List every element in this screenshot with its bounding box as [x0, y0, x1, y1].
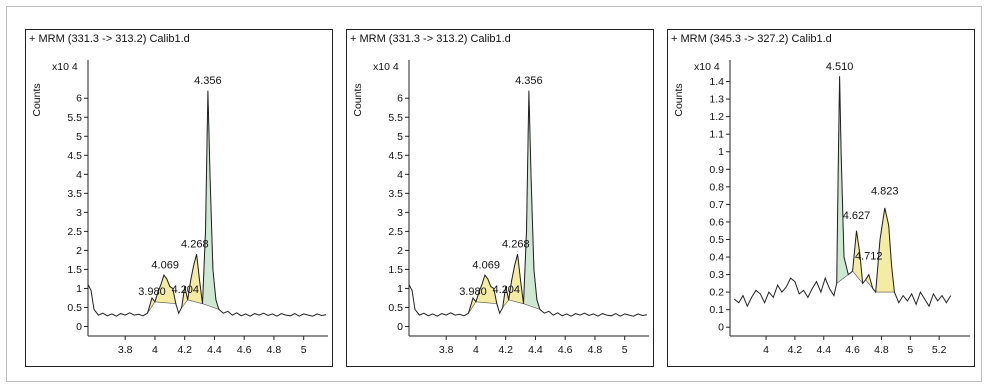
- y-tick-label: 4.5: [67, 150, 82, 162]
- x-tick-label: 5: [301, 344, 307, 356]
- y-tick-label: 1: [397, 283, 403, 295]
- y-tick-label: 0.6: [709, 216, 724, 228]
- peak-label: 4.069: [472, 259, 500, 271]
- y-tick-label: 3: [397, 207, 403, 219]
- chromatogram-trace: [87, 90, 327, 317]
- peak-label: 4.627: [843, 210, 871, 222]
- x-tick-label: 4: [473, 344, 479, 356]
- peak-label: 4.712: [855, 250, 883, 262]
- y-tick-label: 4: [76, 169, 82, 181]
- figure-frame: Counts x10 4 0 0.5 1 1.5 2 2.5 3 3.5 4 4.5 5 5.5 6 3.8 4…: [6, 6, 982, 382]
- y-tick-label: 5.5: [388, 112, 403, 124]
- chromatogram-trace: [408, 90, 648, 317]
- x-tick-label: 4.4: [528, 344, 543, 356]
- x-tick-label: 4.6: [237, 344, 252, 356]
- y-tick-label: 0.9: [709, 164, 724, 176]
- y-tick-label: 4.5: [388, 150, 403, 162]
- peak-label: 3.980: [459, 286, 487, 298]
- y-tick-label: 3.5: [388, 188, 403, 200]
- y-tick-label: 1.3: [709, 94, 724, 106]
- peak-label: 4.204: [172, 284, 200, 296]
- chromatogram-trace: [733, 76, 952, 308]
- y-tick-label: 1.4: [709, 76, 724, 88]
- y-tick-label: 0.3: [709, 269, 724, 281]
- peak-label: 4.823: [871, 185, 899, 197]
- x-tick-label: 4: [152, 344, 158, 356]
- x-tick-label: 4.2: [788, 344, 803, 356]
- y-tick-label: 0.4: [709, 252, 724, 264]
- y-tick-label: 2: [76, 245, 82, 257]
- y-tick-label: 1.5: [67, 264, 82, 276]
- y-multiplier-label: x10 4: [694, 61, 720, 73]
- y-tick-label: 5.5: [67, 112, 82, 124]
- y-tick-label: 0: [397, 321, 403, 333]
- y-multiplier-label: x10 4: [373, 61, 399, 73]
- chromatogram-panel-1: Counts x10 4 0 0.5 1 1.5 2 2.5 3 3.5 4 4.5 5 5.5 6 3.8 4…: [25, 29, 333, 367]
- y-tick-label: 1.5: [388, 264, 403, 276]
- x-tick-label: 5.2: [932, 344, 947, 356]
- panel-title-2: + MRM (331.3 -> 313.2) Calib1.d: [350, 33, 511, 45]
- peak-label: 4.268: [502, 238, 530, 250]
- chromatogram-panel-3: Counts x10 4 0 0.1 0.2 0.3 0.4 0.5 0.6 0.7 0.8 0.9 1…: [667, 29, 975, 367]
- x-tick-label: 5: [622, 344, 628, 356]
- y-tick-label: 5: [76, 131, 82, 143]
- y-tick-label: 1.1: [709, 129, 724, 141]
- panel-title-3: + MRM (345.3 -> 327.2) Calib1.d: [671, 33, 832, 45]
- x-tick-label: 5: [907, 344, 913, 356]
- x-tick-label: 4.8: [267, 344, 282, 356]
- y-tick-label: 4: [397, 169, 403, 181]
- y-tick-label: 2.5: [388, 226, 403, 238]
- y-tick-label: 0: [76, 321, 82, 333]
- y-tick-label: 3: [76, 207, 82, 219]
- x-tick-label: 4.4: [207, 344, 222, 356]
- x-tick-label: 4.2: [498, 344, 513, 356]
- chromatogram-plot-2: Counts x10 4 0 0.5 1 1.5 2 2.5 3 3.5 4 4.5 5 5.5 6 3.8 4…: [352, 60, 649, 356]
- y-tick-label: 0.7: [709, 199, 724, 211]
- peak-label: 4.356: [515, 75, 543, 87]
- y-tick-label: 1: [718, 146, 724, 158]
- y-tick-label: 1.2: [709, 111, 724, 123]
- y-tick-label: 2: [397, 245, 403, 257]
- peak-label: 4.204: [493, 284, 521, 296]
- y-tick-label: 0.5: [388, 302, 403, 314]
- chromatogram-panel-2: Counts x10 4 0 0.5 1 1.5 2 2.5 3 3.5 4 4.5 5 5.5 6 3.8 4…: [346, 29, 654, 367]
- panel-title-1: + MRM (331.3 -> 313.2) Calib1.d: [29, 33, 190, 45]
- x-tick-label: 4.2: [177, 344, 192, 356]
- y-axis-label: Counts: [352, 83, 364, 116]
- x-tick-label: 4: [763, 344, 769, 356]
- y-tick-label: 5: [397, 131, 403, 143]
- x-tick-label: 4.6: [558, 344, 573, 356]
- x-tick-label: 4.8: [588, 344, 603, 356]
- peak-label: 4.356: [194, 75, 222, 87]
- y-tick-label: 0.5: [67, 302, 82, 314]
- y-tick-label: 3.5: [67, 188, 82, 200]
- y-tick-label: 6: [397, 93, 403, 105]
- chromatogram-plot-1: Counts x10 4 0 0.5 1 1.5 2 2.5 3 3.5 4 4.5 5 5.5 6 3.8 4…: [31, 60, 328, 356]
- peak-label: 4.069: [151, 259, 179, 271]
- peak-label: 3.980: [138, 286, 166, 298]
- y-tick-label: 2.5: [67, 226, 82, 238]
- y-tick-label: 0.8: [709, 181, 724, 193]
- y-axis-label: Counts: [31, 83, 43, 116]
- x-tick-label: 4.6: [845, 344, 860, 356]
- x-tick-label: 4.4: [816, 344, 831, 356]
- y-axis-label: Counts: [673, 83, 685, 116]
- chromatogram-plot-3: Counts x10 4 0 0.1 0.2 0.3 0.4 0.5 0.6 0.7 0.8 0.9 1…: [673, 60, 970, 356]
- y-tick-label: 0: [718, 322, 724, 334]
- x-tick-label: 3.8: [439, 344, 454, 356]
- y-multiplier-label: x10 4: [52, 61, 78, 73]
- peak-label: 4.268: [181, 238, 209, 250]
- y-tick-label: 0.2: [709, 287, 724, 299]
- y-tick-label: 6: [76, 93, 82, 105]
- y-tick-label: 0.5: [709, 234, 724, 246]
- peak-label: 4.510: [826, 61, 854, 73]
- y-tick-label: 0.1: [709, 304, 724, 316]
- y-tick-label: 1: [76, 283, 82, 295]
- x-tick-label: 3.8: [118, 344, 133, 356]
- x-tick-label: 4.8: [874, 344, 889, 356]
